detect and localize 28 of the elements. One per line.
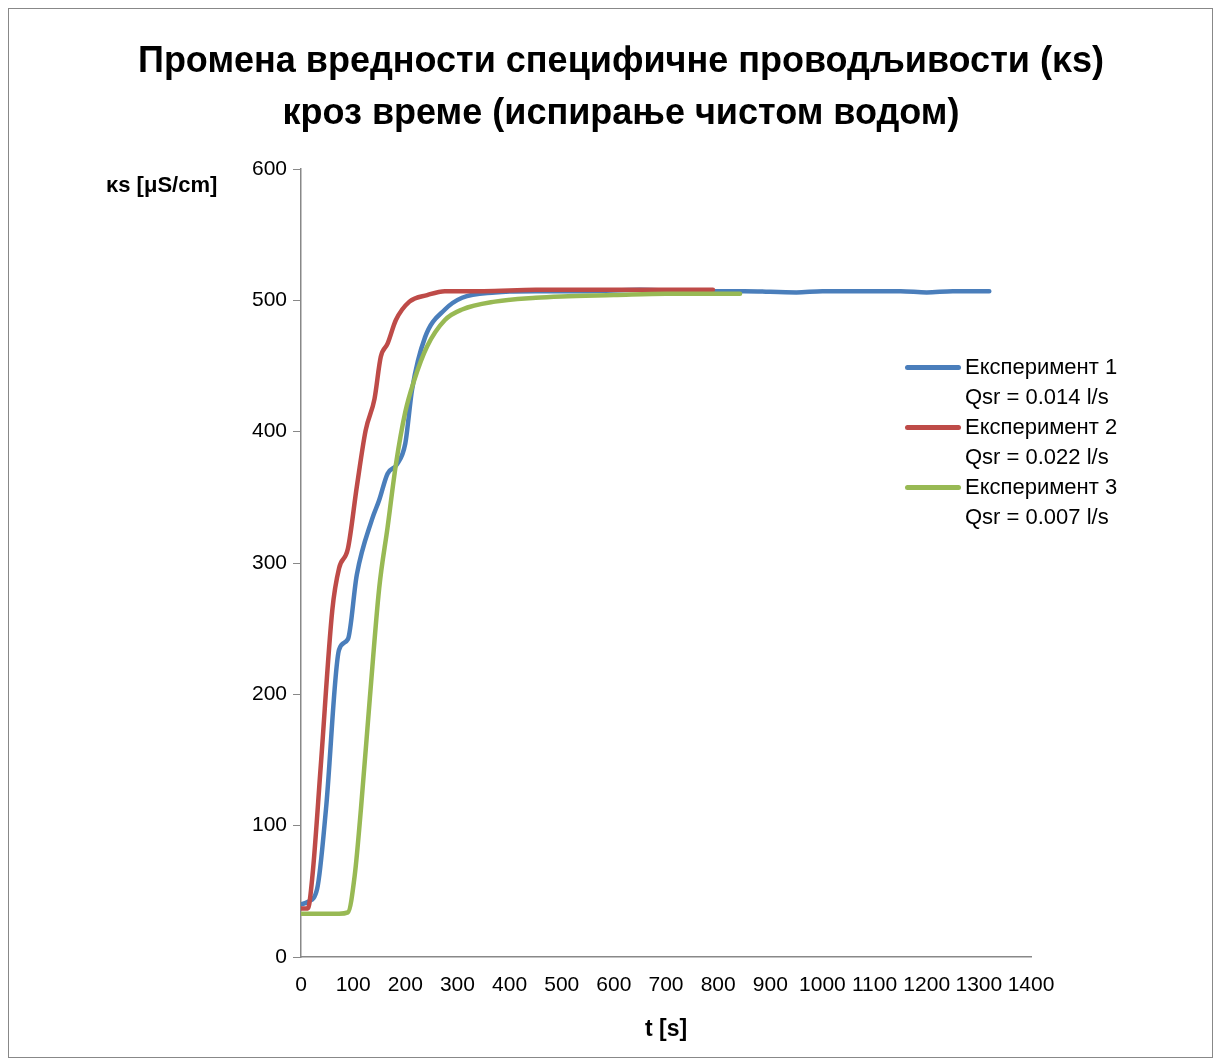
x-tick-label: 300: [439, 972, 475, 996]
legend-label: Експеримент 2 Qsr = 0.022 l/s: [965, 413, 1118, 471]
x-tick-label: 600: [596, 972, 632, 996]
y-axis-title: κs [μS/cm]: [106, 172, 218, 198]
y-tick-label: 0: [275, 943, 287, 967]
x-tick-label: 900: [752, 972, 788, 996]
x-tick-label: 200: [387, 972, 423, 996]
x-tick-label: 1300: [955, 972, 1003, 996]
x-tick-label: 400: [492, 972, 528, 996]
x-tick-label: 1100: [851, 972, 898, 996]
x-tick-label: 700: [648, 972, 684, 996]
x-tick-label: 1400: [1007, 972, 1055, 996]
y-tick-label: 300: [251, 549, 287, 573]
x-tick-label: 100: [335, 972, 371, 996]
y-tick-label: 600: [251, 155, 287, 179]
x-tick-label: 800: [700, 972, 736, 996]
x-axis-title: t [s]: [644, 1014, 688, 1041]
chart-title: Промена вредности специфичне проводљивости (κs) кроз време (испирање чистом водом): [137, 38, 1105, 134]
y-tick-label: 400: [251, 418, 287, 442]
y-tick-label: 100: [251, 812, 287, 836]
legend-label: Експеримент 3 Qsr = 0.007 l/s: [965, 473, 1118, 531]
x-tick-label: 1200: [903, 972, 951, 996]
legend-label: Експеримент 1 Qsr = 0.014 l/s: [965, 353, 1118, 411]
y-tick-label: 200: [251, 681, 287, 705]
x-tick-label: 500: [544, 972, 580, 996]
x-tick-label: 1000: [799, 972, 846, 996]
y-tick-label: 500: [251, 287, 287, 311]
x-tick-label: 0: [295, 972, 307, 996]
